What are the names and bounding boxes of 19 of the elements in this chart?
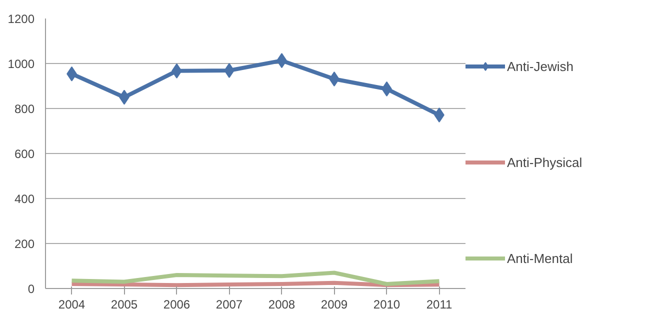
legend-label: Anti-Mental [507,250,573,268]
y-tick-label: 600 [14,147,35,161]
legend-label: Anti-Jewish [507,58,574,76]
x-tick-label: 2008 [268,298,296,312]
y-tick-label: 400 [14,192,35,206]
y-tick-label: 0 [28,282,35,296]
line-series [70,270,442,286]
x-tick-label: 2010 [373,298,400,312]
y-tick-label: 800 [14,102,35,116]
x-tick-label: 2009 [320,298,348,312]
x-tick-label: 2004 [58,298,86,312]
y-tick-label: 1000 [8,57,35,71]
y-tick-label: 1200 [8,12,35,26]
x-tick-label: 2005 [110,298,138,312]
x-tick-label: 2007 [216,298,243,312]
x-tick-label: 2011 [426,298,452,312]
y-tick-label: 200 [14,237,35,251]
x-tick-label: 2006 [163,298,190,312]
legend-label: Anti-Physical [507,154,582,172]
